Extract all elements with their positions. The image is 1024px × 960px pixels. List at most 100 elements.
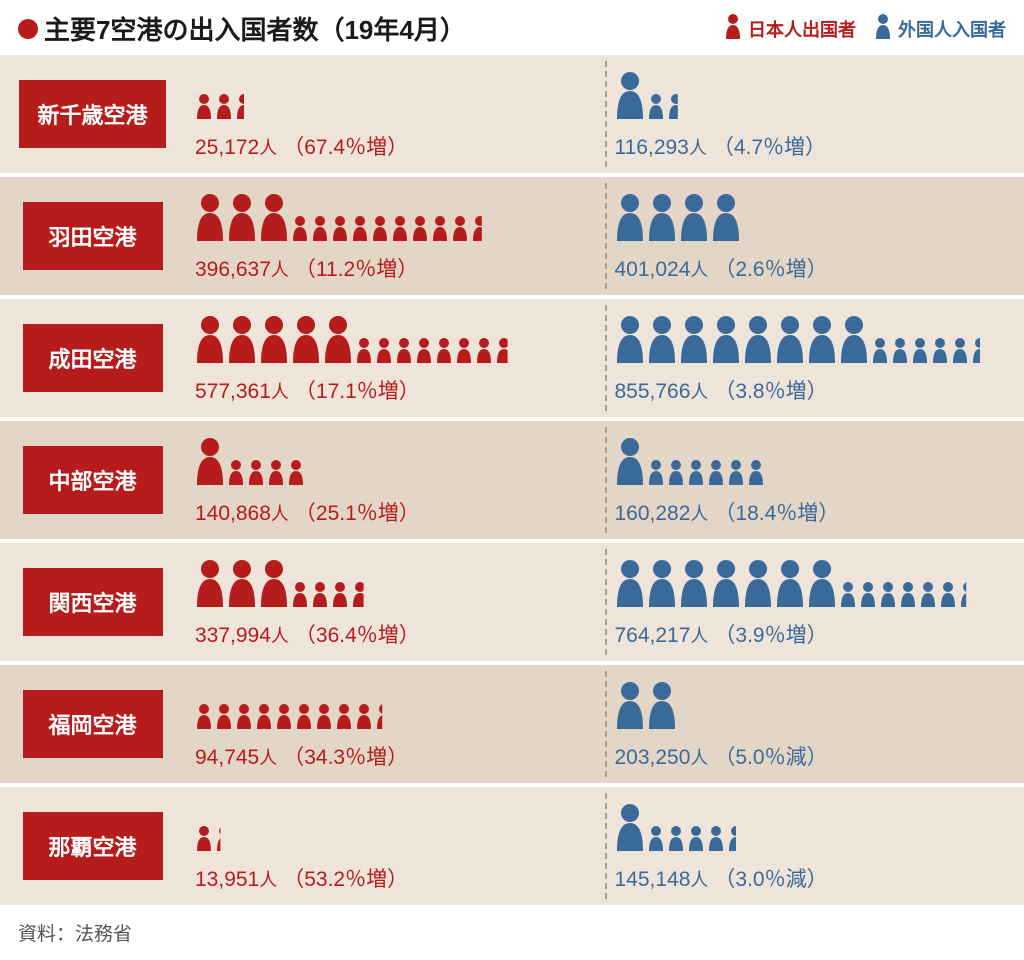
foreign-half: 764,217人（3.9％増）: [605, 543, 1024, 661]
label-cell: 中部空港: [0, 421, 185, 539]
person-icon: [874, 13, 892, 39]
person-icon: [687, 459, 705, 485]
jp-number: 94,745: [195, 746, 259, 769]
data-cell: 396,637人（11.2％増） 401,: [185, 177, 1024, 295]
airport-name-label: 那覇空港: [23, 812, 163, 880]
foreign-pct: （18.4％増）: [714, 502, 839, 525]
person-icon: [315, 703, 333, 729]
person-icon: [195, 193, 225, 241]
divider-line: [605, 61, 607, 167]
person-icon: [647, 93, 665, 119]
foreign-half: 145,148人（3.0％減）: [605, 787, 1024, 905]
jp-half: 13,951人（53.2％増）: [185, 787, 605, 905]
foreign-value: 855,766人（3.8％増）: [615, 375, 1011, 405]
person-icon: [227, 459, 245, 485]
person-icon: [951, 337, 969, 363]
person-icon: [215, 703, 233, 729]
person-icon: [415, 337, 433, 363]
airport-row: 関西空港: [0, 543, 1024, 665]
legend-item-jp: 日本人出国者: [724, 13, 856, 44]
foreign-half: 160,282人（18.4％増）: [605, 421, 1024, 539]
unit: 人: [259, 870, 277, 890]
person-icon: [395, 337, 413, 363]
source-note: 資料：法務省: [0, 909, 1024, 956]
person-icon: [959, 581, 977, 607]
person-icon: [647, 681, 677, 729]
person-icon: [839, 581, 857, 607]
foreign-pct: （5.0％減）: [714, 746, 827, 769]
airport-row: 新千歳空港 25,172人（67.4％増）: [0, 55, 1024, 177]
foreign-value: 145,148人（3.0％減）: [615, 863, 1011, 893]
person-icon: [874, 13, 892, 44]
person-icon: [839, 315, 869, 363]
unit: 人: [271, 382, 289, 402]
person-icon: [195, 315, 225, 363]
person-icon: [667, 459, 685, 485]
airport-row: 羽田空港: [0, 177, 1024, 299]
foreign-icons: [615, 433, 1011, 485]
foreign-value: 764,217人（3.9％増）: [615, 619, 1011, 649]
foreign-icons: [615, 67, 1011, 119]
foreign-pct: （2.6％増）: [714, 258, 827, 281]
person-icon: [971, 337, 989, 363]
person-icon: [711, 193, 741, 241]
jp-value: 140,868人（25.1％増）: [195, 497, 591, 527]
foreign-number: 116,293: [615, 136, 689, 159]
person-icon: [311, 581, 329, 607]
foreign-number: 764,217: [615, 624, 691, 647]
jp-pct: （11.2％増）: [295, 258, 418, 281]
jp-value: 337,994人（36.4％増）: [195, 619, 591, 649]
person-icon: [195, 703, 213, 729]
person-icon: [931, 337, 949, 363]
person-icon: [919, 581, 937, 607]
unit: 人: [690, 504, 708, 524]
chart-title: 主要7空港の出入国者数（19年4月）: [44, 10, 466, 47]
jp-number: 577,361: [195, 380, 271, 403]
foreign-pct: （4.7％増）: [713, 136, 826, 159]
person-icon: [743, 559, 773, 607]
person-icon: [275, 703, 293, 729]
person-icon: [647, 559, 677, 607]
airport-name-label: 新千歳空港: [19, 80, 165, 148]
person-icon: [247, 459, 265, 485]
data-cell: 25,172人（67.4％増） 116,293人（4.7％増）: [185, 55, 1024, 173]
person-icon: [311, 215, 329, 241]
foreign-value: 401,024人 （2.6％増）: [615, 253, 1011, 283]
jp-number: 25,172: [195, 136, 259, 159]
person-icon: [891, 337, 909, 363]
person-icon: [235, 703, 253, 729]
unit: 人: [690, 626, 708, 646]
jp-half: 140,868人（25.1％増）: [185, 421, 605, 539]
jp-pct: （36.4％増）: [295, 624, 420, 647]
airport-row: 福岡空港: [0, 665, 1024, 787]
foreign-number: 401,024: [615, 258, 691, 281]
person-icon: [615, 193, 645, 241]
person-icon: [615, 315, 645, 363]
divider-line: [605, 183, 607, 289]
jp-value: 396,637人（11.2％増）: [195, 253, 591, 283]
jp-value: 13,951人（53.2％増）: [195, 863, 591, 893]
jp-half: 577,361人（17.1％増）: [185, 299, 605, 417]
person-icon: [807, 315, 837, 363]
legend-jp-label: 日本人出国者: [748, 16, 856, 42]
person-icon: [775, 559, 805, 607]
person-icon: [475, 337, 493, 363]
person-icon: [331, 581, 349, 607]
header: 主要7空港の出入国者数（19年4月） 日本人出国者 外国人入国者: [0, 0, 1024, 55]
unit: 人: [271, 260, 289, 280]
person-icon: [215, 93, 233, 119]
foreign-icons: [615, 311, 1011, 363]
unit: 人: [690, 260, 708, 280]
person-icon: [411, 215, 429, 241]
foreign-number: 203,250: [615, 746, 691, 769]
person-icon: [679, 315, 709, 363]
divider-line: [605, 305, 607, 411]
person-icon: [195, 559, 225, 607]
jp-icons: [195, 67, 591, 119]
person-icon: [859, 581, 877, 607]
person-icon: [667, 93, 685, 119]
unit: 人: [690, 382, 708, 402]
legend-item-foreign: 外国人入国者: [874, 13, 1006, 44]
label-cell: 成田空港: [0, 299, 185, 417]
person-icon: [323, 315, 353, 363]
